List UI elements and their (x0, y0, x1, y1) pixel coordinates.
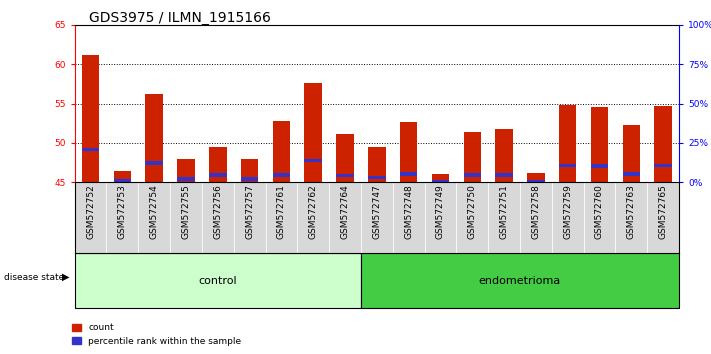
Bar (647, 182, 679, 253)
Bar (456, 182, 488, 253)
Bar (177, 177, 195, 181)
Bar (527, 173, 545, 182)
Bar (400, 172, 417, 176)
Bar (520, 182, 552, 253)
Bar (82, 148, 100, 151)
Bar (304, 159, 322, 162)
Text: GSM572756: GSM572756 (213, 184, 223, 239)
Bar (559, 164, 577, 167)
Bar (496, 173, 513, 177)
Bar (432, 174, 449, 182)
Bar (202, 182, 234, 253)
Bar (209, 147, 227, 182)
Bar (304, 83, 322, 182)
Bar (464, 173, 481, 177)
Bar (272, 173, 290, 177)
Bar (432, 180, 449, 184)
Bar (368, 147, 385, 182)
Text: GSM572749: GSM572749 (436, 184, 445, 239)
Bar (361, 182, 392, 253)
Bar (464, 132, 481, 182)
Bar (265, 182, 297, 253)
Bar (75, 182, 107, 253)
Text: GSM572762: GSM572762 (309, 184, 318, 239)
Bar (654, 106, 672, 182)
Bar (138, 182, 170, 253)
Bar (114, 179, 131, 183)
Bar (559, 105, 577, 182)
Text: GSM572765: GSM572765 (658, 184, 668, 239)
Bar (114, 171, 131, 182)
Bar (177, 159, 195, 182)
Bar (241, 177, 258, 181)
Bar (272, 121, 290, 182)
Text: GSM572764: GSM572764 (341, 184, 350, 239)
Bar (488, 182, 520, 253)
Legend: count, percentile rank within the sample: count, percentile rank within the sample (68, 320, 245, 349)
Text: GSM572751: GSM572751 (500, 184, 508, 239)
Bar (623, 125, 640, 182)
Bar (400, 122, 417, 182)
Bar (591, 108, 608, 182)
Bar (107, 182, 138, 253)
Text: GSM572763: GSM572763 (627, 184, 636, 239)
Text: GSM572753: GSM572753 (118, 184, 127, 239)
Bar (616, 182, 647, 253)
Text: GSM572747: GSM572747 (373, 184, 381, 239)
Bar (584, 182, 616, 253)
Text: control: control (198, 275, 237, 286)
Bar (623, 172, 640, 176)
Bar (527, 180, 545, 184)
Text: GSM572755: GSM572755 (181, 184, 191, 239)
Text: GSM572759: GSM572759 (563, 184, 572, 239)
Text: GSM572752: GSM572752 (86, 184, 95, 239)
Bar (552, 182, 584, 253)
Bar (234, 182, 265, 253)
Bar (496, 129, 513, 182)
Text: GSM572760: GSM572760 (595, 184, 604, 239)
Bar (654, 164, 672, 167)
Bar (336, 174, 354, 177)
Text: endometrioma: endometrioma (479, 275, 561, 286)
Bar (297, 182, 329, 253)
Text: GSM572750: GSM572750 (468, 184, 477, 239)
Bar (209, 173, 227, 177)
Bar (146, 161, 163, 165)
Bar (591, 164, 608, 168)
Text: GDS3975 / ILMN_1915166: GDS3975 / ILMN_1915166 (89, 11, 271, 25)
Bar (392, 182, 424, 253)
Text: GSM572754: GSM572754 (150, 184, 159, 239)
Text: GSM572758: GSM572758 (531, 184, 540, 239)
Text: GSM572761: GSM572761 (277, 184, 286, 239)
Bar (241, 159, 258, 182)
Bar (424, 182, 456, 253)
Bar (329, 182, 361, 253)
Bar (336, 134, 354, 182)
Text: ▶: ▶ (62, 272, 69, 282)
Text: disease state: disease state (4, 273, 64, 281)
Bar (170, 182, 202, 253)
Text: GSM572748: GSM572748 (404, 184, 413, 239)
Bar (368, 176, 385, 179)
Bar (146, 94, 163, 182)
Text: GSM572757: GSM572757 (245, 184, 254, 239)
Bar (82, 56, 100, 182)
